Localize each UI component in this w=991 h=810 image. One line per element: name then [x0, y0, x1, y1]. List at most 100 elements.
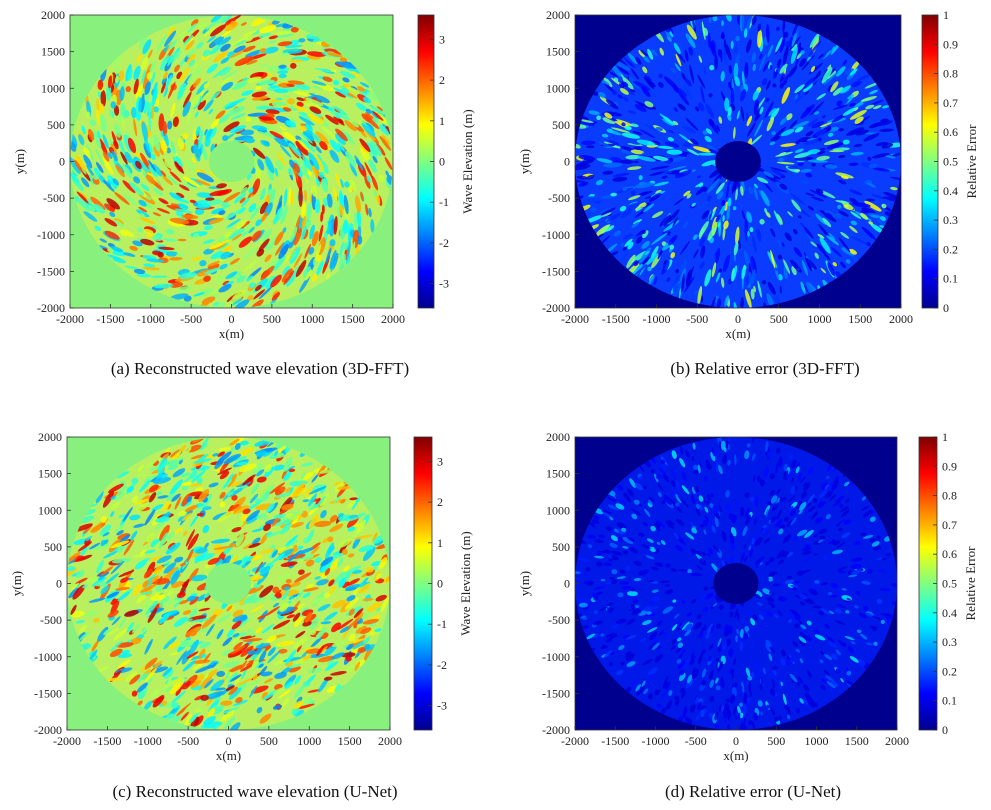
panel-caption: (b) Relative error (3D-FFT) — [670, 359, 859, 378]
colorbar-tick-label: 0.2 — [943, 242, 958, 256]
x-tick-label: 1500 — [848, 312, 872, 326]
y-axis-label: y(m) — [517, 571, 532, 596]
colorbar-tick-label: 0.8 — [942, 489, 957, 503]
x-tick-label: 0 — [226, 734, 232, 748]
x-tick-label: -1500 — [96, 312, 124, 326]
y-axis-label: y(m) — [517, 149, 532, 174]
y-tick-label: 0 — [564, 155, 570, 169]
panel-a: -2000 -1500 -1000 -500 0 500 1000 1500 2000 2000 1… — [12, 8, 475, 378]
center-hole — [205, 562, 252, 605]
y-tick-label: -500 — [548, 191, 570, 205]
colorbar-tick-label: -3 — [437, 699, 447, 713]
panel-caption: (d) Relative error (U-Net) — [665, 782, 841, 801]
x-axis-label: x(m) — [219, 326, 244, 341]
colorbar-label: Wave Elevation (m) — [460, 109, 475, 213]
y-tick-label: 500 — [552, 118, 570, 132]
center-hole — [713, 562, 759, 605]
colorbar-tick-label: 0.4 — [943, 184, 958, 198]
x-tick-label: -2000 — [561, 734, 589, 748]
y-tick-label: 1000 — [41, 81, 65, 95]
x-tick-label: -1500 — [602, 312, 630, 326]
heatmap-field — [575, 437, 897, 730]
y-tick-label: 0 — [564, 577, 570, 591]
panel-b: -2000 -1500 -1000 -500 0 500 1000 1500 200020001… — [517, 8, 979, 378]
x-tick-label: -1000 — [642, 734, 670, 748]
panel-caption: (a) Reconstructed wave elevation (3D-FFT… — [111, 359, 409, 378]
x-tick-label: -2000 — [56, 312, 84, 326]
x-tick-label: -1000 — [643, 312, 671, 326]
colorbar-tick-label: -1 — [437, 617, 447, 631]
x-tick-label: 1000 — [300, 312, 324, 326]
y-tick-label: -1500 — [542, 686, 570, 700]
x-tick-label: 500 — [767, 734, 785, 748]
colorbar-tick-label: 1 — [437, 536, 443, 550]
x-axis-label: x(m) — [216, 748, 241, 763]
colorbar-tick-label: 0.1 — [942, 694, 957, 708]
x-tick-label: 1500 — [341, 312, 365, 326]
x-tick-label: 2000 — [381, 312, 405, 326]
x-tick-label: 2000 — [885, 734, 909, 748]
x-tick-label: 500 — [260, 734, 278, 748]
colorbar-tick-label: 0.3 — [942, 635, 957, 649]
colorbar-tick-label: 0.1 — [943, 272, 958, 286]
colorbar-tick-label: -2 — [437, 658, 447, 672]
y-tick-label: 2000 — [546, 430, 570, 444]
colorbar-tick-label: 0.5 — [943, 155, 958, 169]
panel-caption: (c) Reconstructed wave elevation (U-Net) — [112, 782, 397, 801]
y-tick-label: -1000 — [542, 650, 570, 664]
colorbar-tick-label: 3 — [437, 454, 443, 468]
colorbar-tick-label: 0 — [439, 155, 445, 169]
colorbar-tick-label: 0.3 — [943, 213, 958, 227]
y-tick-label: -2000 — [542, 723, 570, 737]
colorbar-tick-label: 0.5 — [942, 577, 957, 591]
y-tick-label: -2000 — [37, 301, 65, 315]
y-tick-label: -1000 — [542, 228, 570, 242]
x-tick-label: 1000 — [297, 734, 321, 748]
colorbar-tick-label: 0 — [437, 577, 443, 591]
x-tick-label: 500 — [770, 312, 788, 326]
colorbar-tick-label: 0.8 — [943, 67, 958, 81]
y-tick-label: 500 — [47, 118, 65, 132]
y-tick-label: 2000 — [41, 8, 65, 22]
colorbar-tick-label: 0.7 — [942, 518, 957, 532]
y-tick-label: 1000 — [38, 503, 62, 517]
y-tick-label: 1500 — [38, 467, 62, 481]
y-tick-label: 0 — [59, 155, 65, 169]
x-tick-label: 1500 — [845, 734, 869, 748]
colorbar-tick-label: 0.4 — [942, 606, 957, 620]
x-tick-label: -500 — [177, 734, 199, 748]
x-tick-label: 0 — [229, 312, 235, 326]
y-tick-label: 2000 — [546, 8, 570, 22]
y-tick-label: -1500 — [37, 264, 65, 278]
x-tick-label: -1500 — [601, 734, 629, 748]
x-axis-label: x(m) — [725, 326, 750, 341]
colorbar-tick-label: 0 — [942, 723, 948, 737]
y-tick-label: -1000 — [34, 650, 62, 664]
colorbar-tick-label: 0.6 — [943, 125, 958, 139]
colorbar-tick-label: 3 — [439, 32, 445, 46]
x-tick-label: -2000 — [561, 312, 589, 326]
colorbar-tick-label: 1 — [943, 8, 949, 22]
y-tick-label: 0 — [56, 577, 62, 591]
y-tick-label: -2000 — [34, 723, 62, 737]
colorbar-tick-label: -3 — [439, 277, 449, 291]
y-tick-label: -500 — [43, 191, 65, 205]
y-tick-label: -1000 — [37, 228, 65, 242]
x-tick-label: -1000 — [134, 734, 162, 748]
x-tick-label: 500 — [263, 312, 281, 326]
x-tick-label: 1500 — [338, 734, 362, 748]
x-tick-label: 2000 — [889, 312, 913, 326]
x-tick-label: 1000 — [808, 312, 832, 326]
colorbar-tick-label: 0 — [943, 301, 949, 315]
x-tick-label: 1000 — [805, 734, 829, 748]
y-tick-label: -2000 — [542, 301, 570, 315]
y-axis-label: y(m) — [12, 149, 27, 174]
y-tick-label: 1500 — [41, 45, 65, 59]
colorbar-tick-label: 0.2 — [942, 664, 957, 678]
x-tick-label: -1000 — [137, 312, 165, 326]
x-tick-label: -2000 — [53, 734, 81, 748]
colorbar-tick-label: 0.6 — [942, 547, 957, 561]
x-axis-label: x(m) — [723, 748, 748, 763]
y-tick-label: 1000 — [546, 81, 570, 95]
